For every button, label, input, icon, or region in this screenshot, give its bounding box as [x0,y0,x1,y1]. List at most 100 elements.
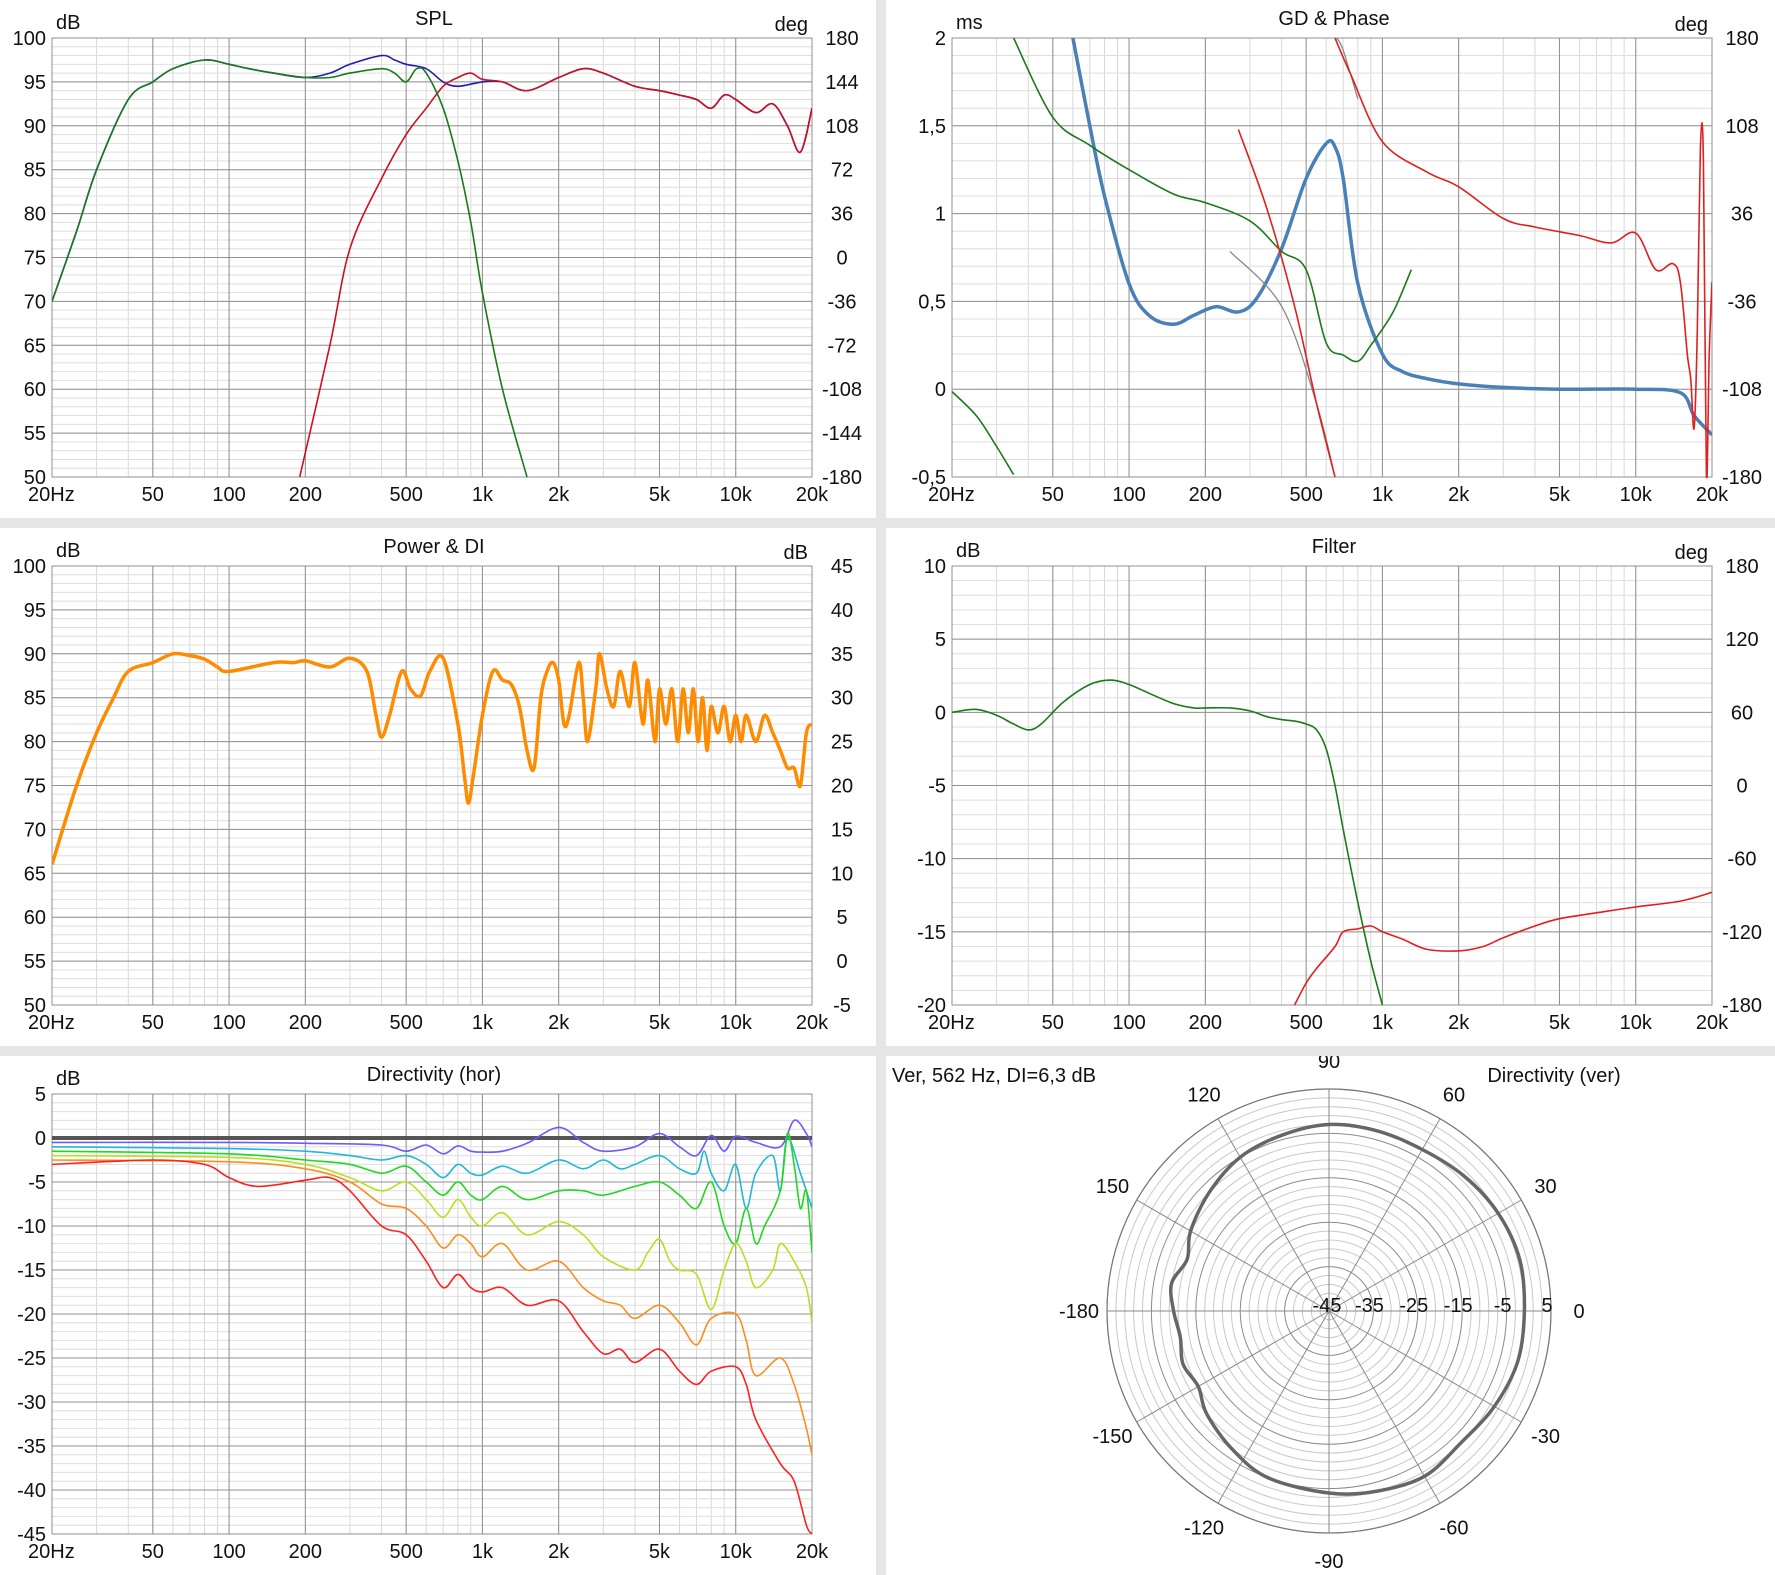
y2-tick-label: 40 [831,600,853,622]
y2-tick-label: 72 [831,160,853,182]
y2-tick-label: 35 [831,644,853,666]
y2-tick-label: 20 [831,776,853,798]
polar-angle-label: -180 [1059,1301,1099,1323]
y-tick-label: 85 [24,688,46,710]
y2-tick-label: -60 [1728,849,1757,871]
directivity-hor-chart: 5 0 -5 -10 -15 -20 -25 -30 -35 -40 -45 20Hz 50 100 200… [0,1056,876,1575]
y-tick-label: 75 [24,248,46,270]
y2-tick-label: 45 [831,556,853,578]
polar-ring-label: -25 [1399,1295,1428,1317]
x-tick-label: 50 [1042,484,1064,506]
series-line [1071,37,1712,437]
y2-tick-label: -108 [1722,379,1762,401]
x-tick-label: 2k [1448,1012,1470,1034]
y-tick-label: 75 [24,776,46,798]
y-tick-label: 100 [13,28,46,50]
x-tick-label: 200 [1189,1012,1222,1034]
y-tick-label: 100 [13,556,46,578]
y2-tick-label: -180 [1722,995,1762,1017]
x-tick-label: 5k [649,1012,671,1034]
series-line [1336,37,1359,100]
polar-angle-label: -30 [1531,1426,1560,1448]
series-line [52,1132,812,1253]
y-tick-label: 0,5 [918,291,946,313]
y-tick-label: 0 [35,1128,46,1150]
polar-spoke [1328,1199,1522,1312]
y2-tick-label: 25 [831,732,853,754]
x-tick-label: 200 [289,484,322,506]
y2-tick-label: 180 [1725,556,1758,578]
x-tick-label: 50 [1042,1012,1064,1034]
y1-unit-label: dB [56,540,80,562]
polar-ring-label: 5 [1541,1295,1552,1317]
y2-tick-label: 5 [836,907,847,929]
y2-unit-label: deg [775,14,808,36]
polar-angle-label: -90 [1315,1551,1344,1573]
y2-tick-label: -120 [1722,922,1762,944]
x-tick-label: 5k [649,1541,671,1563]
polar-angle-label: -150 [1092,1426,1132,1448]
y-tick-label: -5 [28,1172,46,1194]
x-tick-label: 1k [1372,484,1394,506]
polar-angle-label: -60 [1440,1518,1469,1540]
x-tick-label: 20k [1696,1012,1729,1034]
y2-tick-label: 120 [1725,629,1758,651]
polar-angle-label: 90 [1318,1056,1340,1073]
x-tick-label: 10k [1620,484,1653,506]
x-tick-label: 2k [548,1541,570,1563]
x-tick-label: 1k [472,1541,494,1563]
y2-unit-label: deg [1675,14,1708,36]
y-tick-label: 2 [935,28,946,50]
x-tick-label: 20Hz [928,1012,975,1034]
x-tick-label: 100 [1112,1012,1145,1034]
x-tick-label: 500 [1289,1012,1322,1034]
y-tick-label: -10 [17,1216,46,1238]
chart-title: SPL [415,8,453,30]
series-line [52,651,812,866]
spl-chart: 100 95 90 85 80 75 70 65 60 55 50 180 144 108 72 36 0 -36… [0,0,876,518]
y-tick-label: 60 [24,907,46,929]
polar-ring-label: -15 [1444,1295,1473,1317]
x-tick-label: 20k [796,1541,829,1563]
y2-tick-label: 108 [1725,116,1758,138]
x-tick-label: 10k [1620,1012,1653,1034]
x-tick-label: 5k [1549,1012,1571,1034]
x-tick-label: 2k [548,1012,570,1034]
y-tick-label: 70 [24,291,46,313]
x-tick-label: 500 [389,484,422,506]
series-line [1334,37,1712,478]
y-tick-label: 10 [924,556,946,578]
x-tick-label: 200 [289,1012,322,1034]
x-tick-label: 20Hz [28,1541,75,1563]
plot-frame [951,37,1713,478]
series-line [952,391,1015,476]
x-tick-label: 100 [212,484,245,506]
y-tick-label: -0,5 [912,467,946,489]
y-tick-label: -45 [17,1524,46,1546]
polar-ring-label: -35 [1355,1295,1384,1317]
y2-tick-label: 15 [831,819,853,841]
series-line [952,679,1384,1006]
series-line [52,1137,812,1210]
y-tick-label: 70 [24,819,46,841]
y-tick-label: -30 [17,1392,46,1414]
chart-title: Directivity (ver) [1487,1065,1620,1087]
y2-tick-label: -144 [822,423,862,445]
y2-unit-label: deg [1675,542,1708,564]
chart-title: Power & DI [383,536,484,558]
y-tick-label: -15 [17,1260,46,1282]
y-tick-label: 95 [24,600,46,622]
y-tick-label: 80 [24,732,46,754]
y1-unit-label: dB [56,12,80,34]
y2-tick-label: 60 [1731,702,1753,724]
x-tick-label: 100 [212,1012,245,1034]
y2-tick-label: -72 [828,335,857,357]
y-tick-label: -15 [917,922,946,944]
series-line [1229,250,1336,478]
x-tick-label: 20Hz [928,484,975,506]
series-line [52,59,528,478]
x-tick-label: 1k [472,484,494,506]
y2-tick-label: 0 [1736,776,1747,798]
y2-tick-label: 36 [831,204,853,226]
